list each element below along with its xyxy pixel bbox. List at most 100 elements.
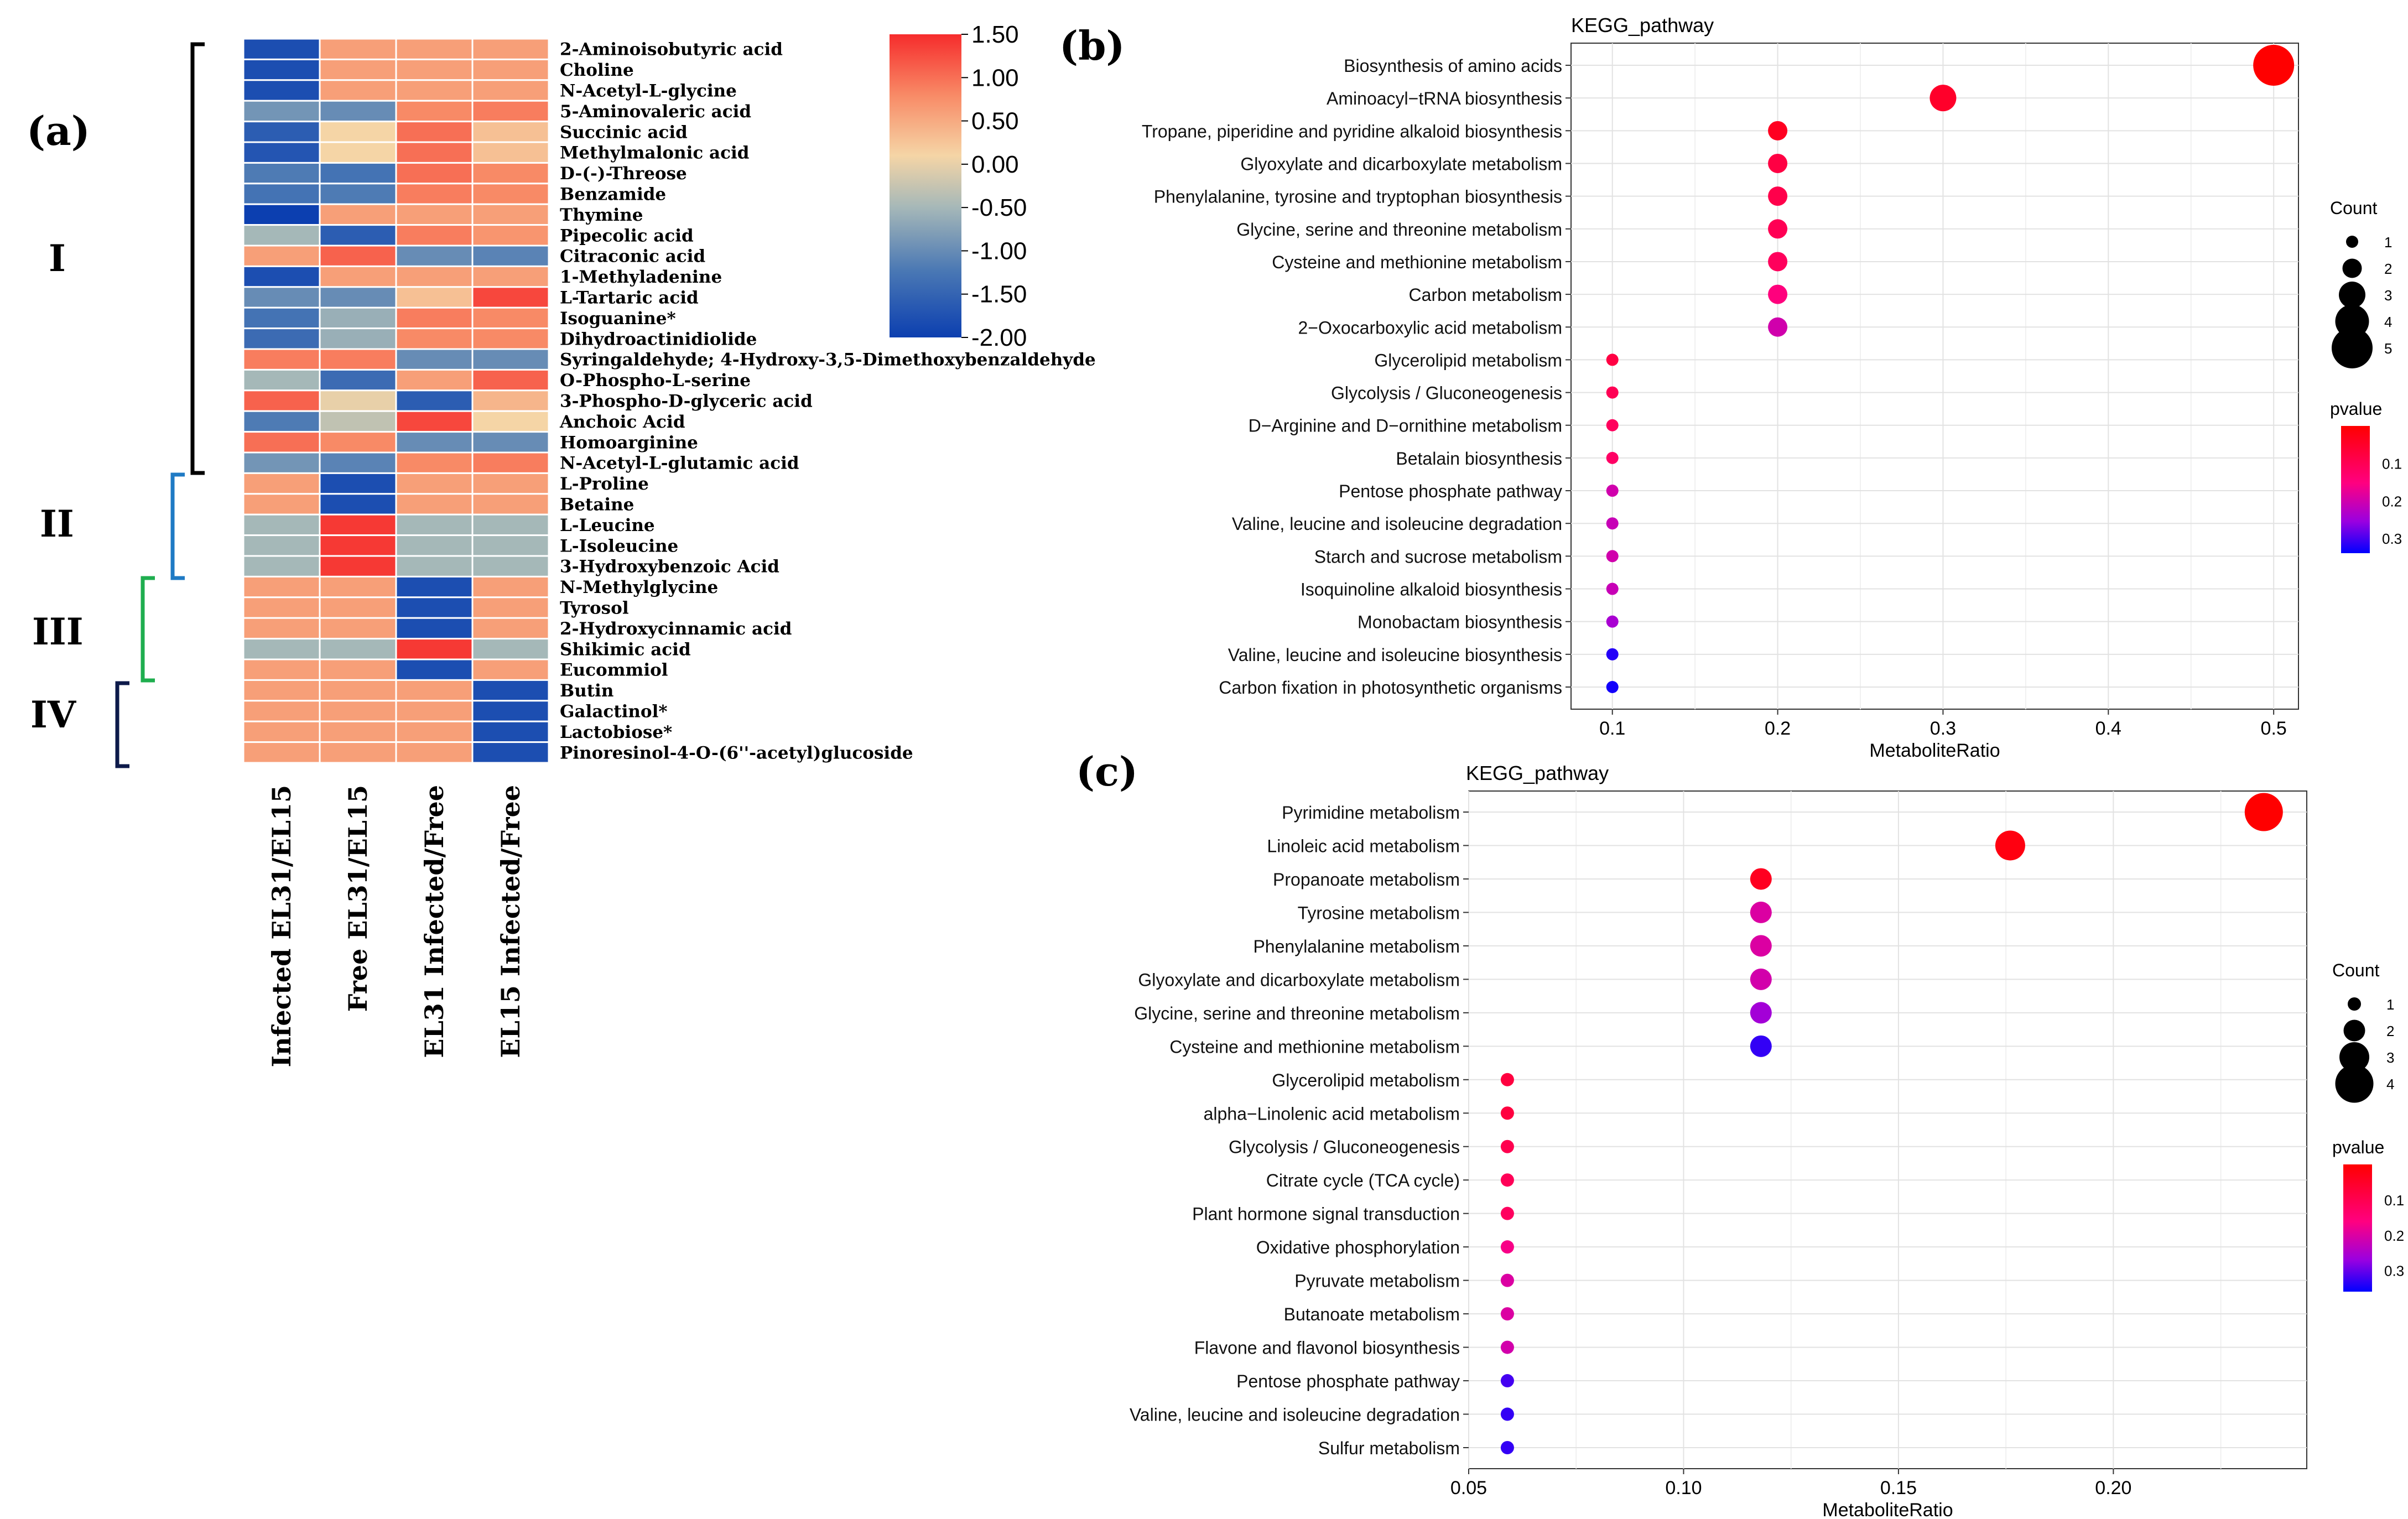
heatmap-cell [319, 245, 397, 267]
cluster-label: II [40, 502, 74, 545]
pathway-label: Propanoate metabolism [1273, 870, 1460, 889]
heatmap-cell [471, 79, 550, 102]
pathway-label: Phenylalanine, tyrosine and tryptophan b… [1154, 187, 1562, 207]
heatmap-cell [242, 162, 321, 185]
pathway-point [1768, 317, 1788, 337]
heatmap-cell [319, 493, 397, 516]
pathway-label: Cysteine and methionine metabolism [1272, 252, 1562, 272]
heatmap-row-label: Butin [560, 681, 613, 701]
heatmap-cell [395, 431, 474, 454]
pathway-label: Plant hormone signal transduction [1192, 1204, 1460, 1224]
pathway-point [1750, 935, 1772, 957]
x-tick-label: 0.3 [1930, 718, 1956, 739]
heatmap-cell [395, 700, 474, 722]
heatmap-row-label: Syringaldehyde; 4-Hydroxy-3,5-Dimethoxyb… [560, 350, 1096, 370]
heatmap-cell [242, 121, 321, 143]
heatmap-cell [471, 638, 550, 660]
heatmap-cell [395, 472, 474, 495]
heatmap-cell [395, 203, 474, 226]
heatmap-cell [471, 141, 550, 164]
heatmap-cell [319, 741, 397, 764]
heatmap-cell [471, 472, 550, 495]
pvalue-legend-title: pvalue [2330, 399, 2382, 419]
pathway-label: Carbon metabolism [1409, 285, 1562, 305]
cluster-label: III [32, 610, 84, 653]
heatmap-cell [319, 286, 397, 309]
pvalue-colorbar [2343, 1164, 2372, 1292]
heatmap-row-label: 3-Phospho-D-glyceric acid [560, 392, 813, 412]
heatmap-cell [395, 575, 474, 599]
heatmap-cell [471, 534, 550, 557]
heatmap-cell [395, 368, 474, 392]
x-tick-label: 0.05 [1450, 1478, 1487, 1499]
size-legend-key [2348, 997, 2361, 1011]
heatmap-cell [319, 224, 397, 247]
size-legend-key [2332, 327, 2373, 368]
heatmap-column-label: EL15 Infected/Free [496, 785, 526, 1058]
pathway-point [1606, 615, 1619, 628]
heatmap-cell [471, 596, 550, 619]
heatmap-cell [471, 162, 550, 185]
pathway-label: Glycerolipid metabolism [1374, 350, 1562, 370]
heatmap-cell [319, 451, 397, 474]
pathway-label: Valine, leucine and isoleucine degradati… [1232, 514, 1562, 534]
pathway-point [2244, 793, 2283, 831]
x-tick-label: 0.1 [1599, 718, 1625, 739]
heatmap-cell [395, 534, 474, 557]
size-legend-label: 1 [2386, 996, 2394, 1013]
pathway-label: Valine, leucine and isoleucine biosynthe… [1228, 645, 1562, 665]
heatmap-cell [395, 121, 474, 143]
heatmap-row-label: 5-Aminovaleric acid [560, 102, 751, 122]
heatmap-cell [319, 58, 397, 81]
pathway-label: Carbon fixation in photosynthetic organi… [1219, 678, 1562, 698]
heatmap-colorbar: 1.50 1.00 0.50 0.00 -0.50 -1.00 -1.50 -2.00 [890, 21, 1027, 351]
kegg-panel-c: (c) KEGG_pathway 0.05 0.10 0.15 0.20 Pyrimid… [1076, 748, 2404, 1519]
heatmap-row-label: Betaine [560, 495, 634, 515]
heatmap-cell [242, 741, 321, 764]
pathway-point [1500, 1307, 1514, 1321]
pathway-point [1606, 353, 1619, 366]
pathway-point [2253, 45, 2295, 86]
pathway-label: Oxidative phosphorylation [1256, 1237, 1460, 1257]
pathway-label: Phenylalanine metabolism [1253, 937, 1460, 956]
pathway-point [1606, 419, 1619, 431]
heatmap-cell [319, 306, 397, 330]
heatmap-cell [395, 245, 474, 267]
colorbar-tick-label: -0.50 [971, 194, 1027, 221]
heatmap-cell [242, 348, 321, 371]
pathway-point [1750, 868, 1772, 890]
pathway-point [1606, 648, 1619, 660]
pathway-point [1768, 121, 1788, 141]
heatmap-cell [242, 575, 321, 599]
pathway-point [1768, 252, 1788, 272]
heatmap-cell [242, 596, 321, 619]
heatmap-cell [319, 265, 397, 288]
pathway-label: Tropane, piperidine and pyridine alkaloi… [1142, 121, 1562, 141]
pathway-label: Monobactam biosynthesis [1358, 612, 1562, 632]
plot-frame [1570, 43, 2299, 710]
heatmap-cell [242, 245, 321, 267]
heatmap-row-label: Isoguanine* [560, 309, 676, 329]
heatmap-cell [471, 410, 550, 433]
heatmap-row-label: Benzamide [560, 185, 666, 205]
heatmap-cell [319, 638, 397, 660]
size-legend-label: 2 [2386, 1023, 2394, 1039]
heatmap-cell [395, 679, 474, 702]
panel-label-b: (b) [1059, 22, 1125, 69]
heatmap-row-label: Lactobiose* [560, 722, 672, 742]
heatmap-cell [242, 58, 321, 81]
heatmap-cell [319, 617, 397, 640]
heatmap-cell [395, 451, 474, 474]
size-legend-label: 2 [2384, 261, 2392, 277]
heatmap-cell [242, 555, 321, 578]
heatmap-cell [395, 162, 474, 185]
colorbar-gradient [890, 34, 961, 337]
panel-label-a: (a) [27, 107, 90, 154]
pathway-point [1929, 85, 1957, 112]
size-legend-title: Count [2330, 198, 2378, 218]
heatmap-row-label: L-Tartaric acid [560, 288, 699, 308]
heatmap-cell [319, 534, 397, 557]
heatmap-cell [471, 286, 550, 309]
